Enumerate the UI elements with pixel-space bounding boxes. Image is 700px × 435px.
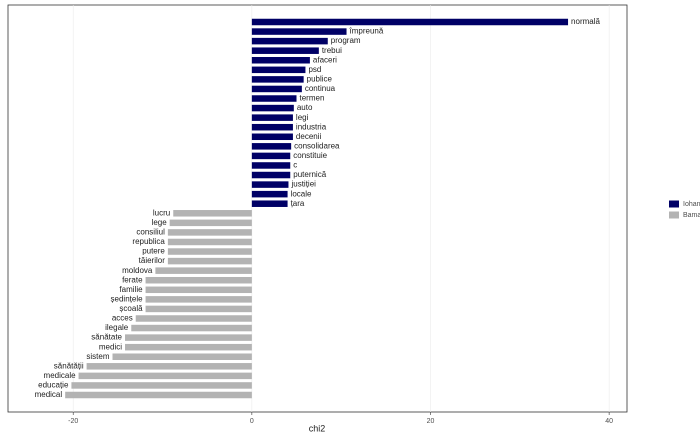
bar-label: afaceri [313,55,337,64]
bar [251,76,304,83]
bar [251,133,293,141]
bar-label: auto [297,103,313,112]
x-axis-label: chi2 [309,423,326,433]
bar-label: program [331,36,361,45]
bar [167,238,252,246]
bar-label: locale [291,189,312,198]
bar-label: puternică [293,170,326,179]
bar [145,286,252,294]
bar-label: publice [307,74,333,83]
bar [145,276,252,284]
bar [251,28,347,35]
bar [145,305,252,313]
bar [125,334,252,341]
bar [251,114,293,121]
bar [145,296,252,303]
bar [155,267,252,274]
bar [167,248,252,255]
legend-label: Iohannis_2019 [683,201,700,208]
bar-label: putere [142,247,165,256]
bar-label: trebui [322,46,342,55]
panel [7,4,628,413]
bar-label: sănătate [91,333,122,342]
x-tick-label: -20 [68,418,78,425]
bar-label: familie [119,285,143,294]
bar-label: sănătății [54,361,84,370]
bar-label: acces [112,314,133,323]
bar [251,104,294,112]
bar-label: școală [119,304,143,313]
bar [169,219,252,227]
bar-label: legi [296,113,309,122]
bar-label: țara [291,199,305,208]
bar-label: c [293,161,297,170]
bar [173,210,252,217]
bar [86,363,252,370]
bar [251,47,319,54]
bar-label: medical [35,390,63,399]
bar [65,391,252,399]
x-tick-label: 40 [605,418,613,425]
bar-label: continua [305,84,336,93]
bar [135,315,252,322]
bar [78,372,252,380]
bar [251,123,293,131]
bar [251,143,292,150]
bar [251,95,297,102]
bar [167,229,252,236]
bar-label: ilegale [105,323,129,332]
bar [251,171,291,179]
bar [251,181,289,188]
x-tick-label: 20 [427,418,435,425]
bar-label: ferate [122,275,143,284]
legend-key [669,211,679,219]
bar-label: tăierilor [139,256,166,265]
x-tick-label: 0 [250,418,254,425]
bar-label: medicale [44,371,77,380]
bar-label: lege [152,218,168,227]
legend-key [669,200,679,208]
bar [251,37,328,45]
legend-label: Bama_2019 [683,212,700,219]
bar-label: psd [308,65,321,74]
bar [251,190,288,198]
bar-label: ședințele [111,294,144,303]
bar [71,382,252,389]
bar-label: sistem [86,352,109,361]
bar-label: împreună [349,27,384,36]
bar-label: industria [296,122,327,131]
bar [131,324,252,332]
bar-label: justiției [290,180,316,189]
bar-label: decenii [296,132,322,141]
bar [251,85,302,93]
bar [251,57,310,64]
bar [251,162,291,169]
bar-label: moldova [122,266,153,275]
bar [251,66,306,74]
bar-label: lucru [153,208,170,217]
bar-label: republica [132,237,165,246]
bar [167,257,252,265]
bar [112,353,252,360]
bar-label: constituie [293,151,327,160]
bar-label: educație [38,381,69,390]
bar-label: termen [300,94,325,103]
bar [125,343,252,351]
bar-label: consolidarea [294,141,340,150]
bar-label: consiliul [136,228,165,237]
bar [251,200,288,207]
bar [251,18,569,26]
bar [251,152,291,160]
bar-label: medici [99,342,122,351]
bar-label: normală [571,17,600,26]
